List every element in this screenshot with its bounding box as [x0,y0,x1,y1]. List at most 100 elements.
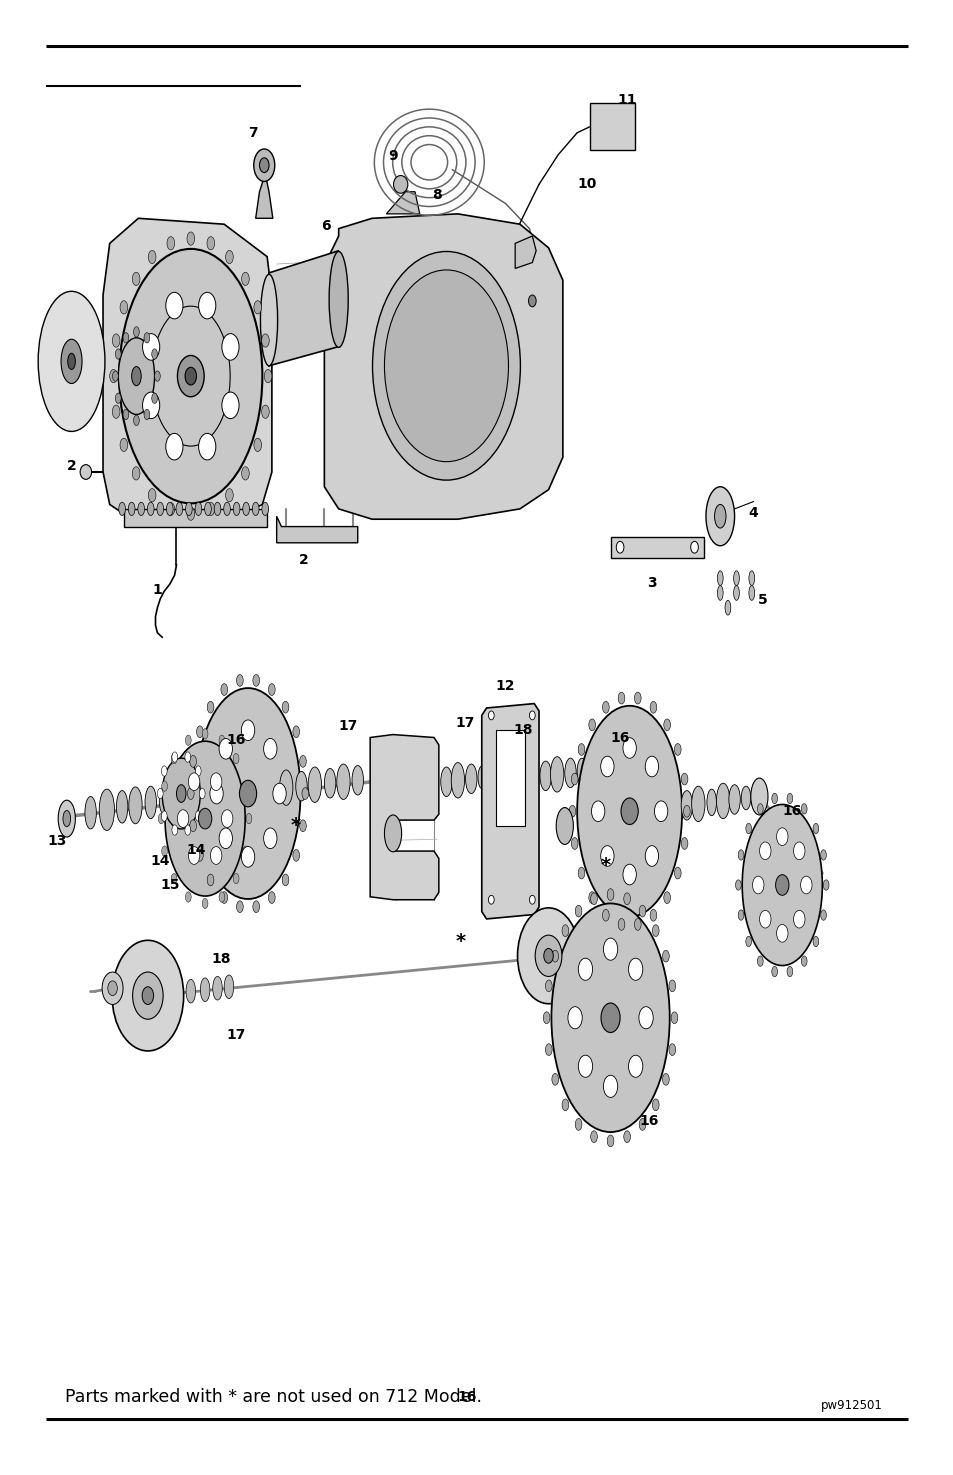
Ellipse shape [156,502,164,516]
Text: pw912501: pw912501 [820,1400,882,1412]
Ellipse shape [628,1055,642,1077]
Ellipse shape [644,845,658,866]
Ellipse shape [602,702,609,714]
Text: 18: 18 [212,951,231,966]
Ellipse shape [738,910,743,920]
Ellipse shape [384,270,508,462]
Ellipse shape [529,895,535,904]
Text: 11: 11 [617,93,636,108]
Ellipse shape [246,813,252,823]
Ellipse shape [634,692,640,704]
Ellipse shape [166,434,183,460]
Ellipse shape [219,892,225,903]
Ellipse shape [210,783,223,804]
Ellipse shape [253,674,259,686]
Ellipse shape [115,350,121,358]
Ellipse shape [165,740,245,895]
Ellipse shape [759,842,770,860]
Ellipse shape [705,487,734,546]
Ellipse shape [63,811,71,826]
Ellipse shape [757,956,762,966]
Ellipse shape [159,788,169,814]
Ellipse shape [167,502,173,516]
Ellipse shape [724,600,730,615]
Ellipse shape [132,972,163,1019]
Ellipse shape [299,755,306,767]
Ellipse shape [112,406,120,419]
Text: 15: 15 [160,878,179,892]
Ellipse shape [556,808,573,844]
Ellipse shape [224,975,233,999]
Ellipse shape [477,766,487,789]
Ellipse shape [591,801,604,822]
Ellipse shape [241,847,254,867]
Ellipse shape [196,850,203,861]
Ellipse shape [132,273,140,286]
Ellipse shape [219,827,233,848]
Ellipse shape [545,1044,552,1056]
Ellipse shape [600,757,614,777]
Ellipse shape [116,791,128,823]
Ellipse shape [639,1006,653,1030]
Ellipse shape [571,838,578,850]
Ellipse shape [745,937,751,947]
Text: 16: 16 [610,730,629,745]
Ellipse shape [233,502,240,516]
Ellipse shape [207,503,214,516]
Ellipse shape [670,1012,677,1024]
Ellipse shape [759,910,770,928]
Ellipse shape [793,910,804,928]
Ellipse shape [242,847,248,857]
Ellipse shape [299,820,306,832]
Ellipse shape [162,847,168,857]
Ellipse shape [241,273,249,286]
Ellipse shape [241,466,249,479]
Text: *: * [600,857,610,875]
Ellipse shape [205,502,212,516]
Ellipse shape [568,805,576,817]
Text: 6: 6 [321,218,331,233]
Ellipse shape [728,785,740,814]
Ellipse shape [663,892,670,904]
Ellipse shape [196,726,203,738]
Ellipse shape [185,367,196,385]
Ellipse shape [550,757,563,792]
Ellipse shape [186,979,195,1003]
Text: 9: 9 [388,149,397,164]
Ellipse shape [259,158,269,173]
Ellipse shape [748,571,754,586]
Ellipse shape [175,502,182,516]
Ellipse shape [172,752,177,763]
Ellipse shape [144,333,150,344]
Ellipse shape [233,873,239,884]
Ellipse shape [80,465,91,479]
Text: *: * [456,932,465,950]
Ellipse shape [812,937,818,947]
Ellipse shape [577,758,586,785]
Ellipse shape [119,249,262,503]
Ellipse shape [599,757,609,780]
Bar [496,730,524,826]
Ellipse shape [282,701,289,712]
Ellipse shape [133,416,139,425]
Ellipse shape [716,783,729,819]
Ellipse shape [132,466,140,479]
Ellipse shape [187,232,194,245]
Ellipse shape [622,864,636,885]
Bar [610,537,703,558]
Text: 14: 14 [151,854,170,869]
Ellipse shape [152,392,157,403]
Ellipse shape [735,879,740,889]
Ellipse shape [187,507,194,521]
Ellipse shape [801,804,806,814]
Ellipse shape [171,754,176,764]
Ellipse shape [748,586,754,600]
Ellipse shape [680,773,687,785]
Ellipse shape [221,810,233,827]
Ellipse shape [99,789,114,830]
Ellipse shape [733,586,739,600]
Ellipse shape [219,735,225,745]
Ellipse shape [668,1044,675,1056]
Ellipse shape [110,369,117,382]
Ellipse shape [219,739,233,760]
